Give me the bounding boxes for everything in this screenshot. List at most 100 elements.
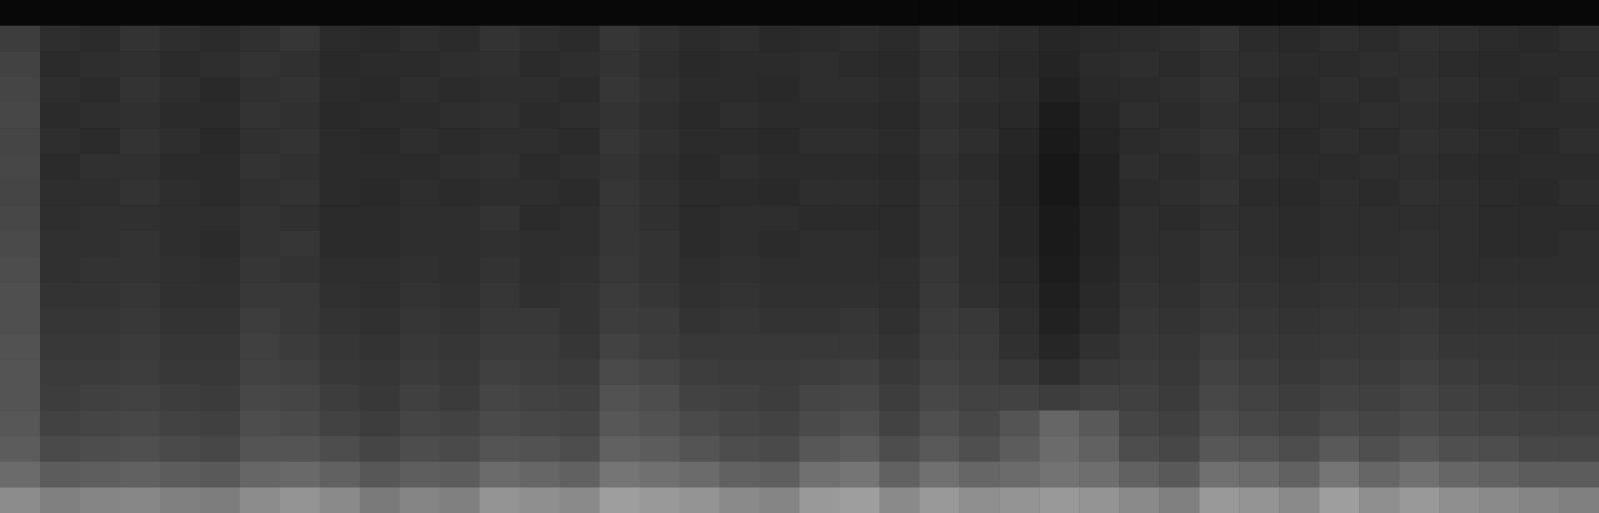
cell: [800, 436, 840, 462]
cell: [320, 359, 360, 385]
cell: [1039, 462, 1079, 488]
cell: [760, 205, 800, 231]
cell: [440, 103, 480, 129]
cell: [839, 205, 879, 231]
cell: [480, 180, 520, 206]
cell: [999, 385, 1039, 411]
cell: [760, 26, 800, 52]
cell: [1039, 51, 1079, 77]
cell: [1479, 26, 1519, 52]
cell: [1079, 462, 1119, 488]
cell: [919, 180, 959, 206]
cell: [1519, 359, 1559, 385]
cell: [240, 0, 280, 26]
cell: [800, 128, 840, 154]
cell: [1119, 231, 1159, 257]
cell: [480, 128, 520, 154]
cell: [1279, 436, 1319, 462]
cell: [919, 154, 959, 180]
cell: [760, 180, 800, 206]
cell: [800, 282, 840, 308]
cell: [1319, 410, 1359, 436]
cell: [200, 257, 240, 283]
cell: [400, 333, 440, 359]
cell: [520, 359, 560, 385]
cell: [1279, 282, 1319, 308]
cell: [1199, 77, 1239, 103]
cell: [999, 51, 1039, 77]
cell: [160, 333, 200, 359]
cell: [800, 257, 840, 283]
cell: [720, 26, 760, 52]
cell: [680, 0, 720, 26]
cell: [480, 0, 520, 26]
cell: [1199, 487, 1239, 513]
cell: [680, 180, 720, 206]
cell: [200, 487, 240, 513]
cell: [400, 103, 440, 129]
cell: [680, 462, 720, 488]
cell: [720, 282, 760, 308]
cell: [760, 128, 800, 154]
cell: [600, 410, 640, 436]
cell: [760, 333, 800, 359]
cell: [1039, 180, 1079, 206]
cell: [1519, 333, 1559, 359]
cell: [80, 205, 120, 231]
cell: [640, 205, 680, 231]
cell: [480, 308, 520, 334]
cell: [520, 487, 560, 513]
cell: [1239, 51, 1279, 77]
cell: [520, 333, 560, 359]
cell: [640, 231, 680, 257]
cell: [1479, 154, 1519, 180]
cell: [400, 0, 440, 26]
cell: [200, 154, 240, 180]
cell: [1439, 462, 1479, 488]
cell: [1319, 205, 1359, 231]
cell: [480, 26, 520, 52]
cell: [80, 385, 120, 411]
cell: [200, 359, 240, 385]
cell: [400, 231, 440, 257]
cell: [959, 410, 999, 436]
cell: [120, 308, 160, 334]
cell: [1239, 487, 1279, 513]
cell: [40, 180, 80, 206]
cell: [160, 282, 200, 308]
cell: [1559, 282, 1599, 308]
cell: [1319, 333, 1359, 359]
cell: [1119, 308, 1159, 334]
cell: [360, 257, 400, 283]
cell: [240, 257, 280, 283]
cell: [999, 487, 1039, 513]
cell: [720, 154, 760, 180]
cell: [1479, 128, 1519, 154]
cell: [839, 410, 879, 436]
cell: [959, 308, 999, 334]
cell: [320, 205, 360, 231]
cell: [1119, 359, 1159, 385]
cell: [1439, 26, 1479, 52]
cell: [1199, 205, 1239, 231]
cell: [320, 128, 360, 154]
cell: [1519, 103, 1559, 129]
cell: [959, 205, 999, 231]
cell: [520, 77, 560, 103]
cell: [1079, 103, 1119, 129]
cell: [1439, 257, 1479, 283]
cell: [440, 282, 480, 308]
cell: [760, 231, 800, 257]
cell: [240, 410, 280, 436]
cell: [720, 205, 760, 231]
cell: [0, 205, 40, 231]
cell: [680, 487, 720, 513]
cell: [1439, 77, 1479, 103]
cell: [520, 257, 560, 283]
cell: [959, 462, 999, 488]
cell: [1319, 231, 1359, 257]
cell: [999, 103, 1039, 129]
cell: [40, 128, 80, 154]
cell: [600, 436, 640, 462]
cell: [480, 487, 520, 513]
